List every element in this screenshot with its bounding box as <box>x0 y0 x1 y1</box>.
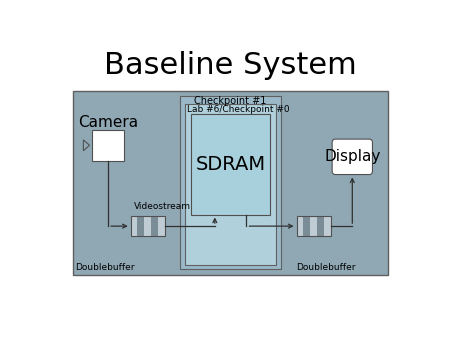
Text: Baseline System: Baseline System <box>104 51 357 80</box>
Text: Lab #6/Checkpoint #0: Lab #6/Checkpoint #0 <box>187 105 290 114</box>
Text: Checkpoint #1: Checkpoint #1 <box>194 96 267 106</box>
Bar <box>92 130 125 161</box>
Bar <box>144 216 151 236</box>
Bar <box>303 216 310 236</box>
Text: Doublebuffer: Doublebuffer <box>297 263 356 272</box>
Bar <box>151 216 158 236</box>
Bar <box>297 216 303 236</box>
Bar <box>297 216 331 236</box>
Bar <box>73 91 388 275</box>
Bar <box>297 216 331 236</box>
Bar <box>185 104 276 265</box>
Bar <box>158 216 165 236</box>
Bar <box>130 216 165 236</box>
Bar <box>180 96 281 269</box>
Bar <box>324 216 331 236</box>
Polygon shape <box>83 140 90 151</box>
Bar <box>130 216 165 236</box>
Text: Display: Display <box>324 149 381 164</box>
Bar <box>130 216 137 236</box>
Text: Doublebuffer: Doublebuffer <box>75 263 135 272</box>
Bar <box>191 115 270 215</box>
Bar <box>317 216 324 236</box>
Text: Videostream: Videostream <box>134 202 191 212</box>
Text: SDRAM: SDRAM <box>196 155 266 174</box>
FancyBboxPatch shape <box>332 139 373 174</box>
Text: Camera: Camera <box>78 115 138 130</box>
Bar <box>310 216 317 236</box>
Bar <box>137 216 144 236</box>
